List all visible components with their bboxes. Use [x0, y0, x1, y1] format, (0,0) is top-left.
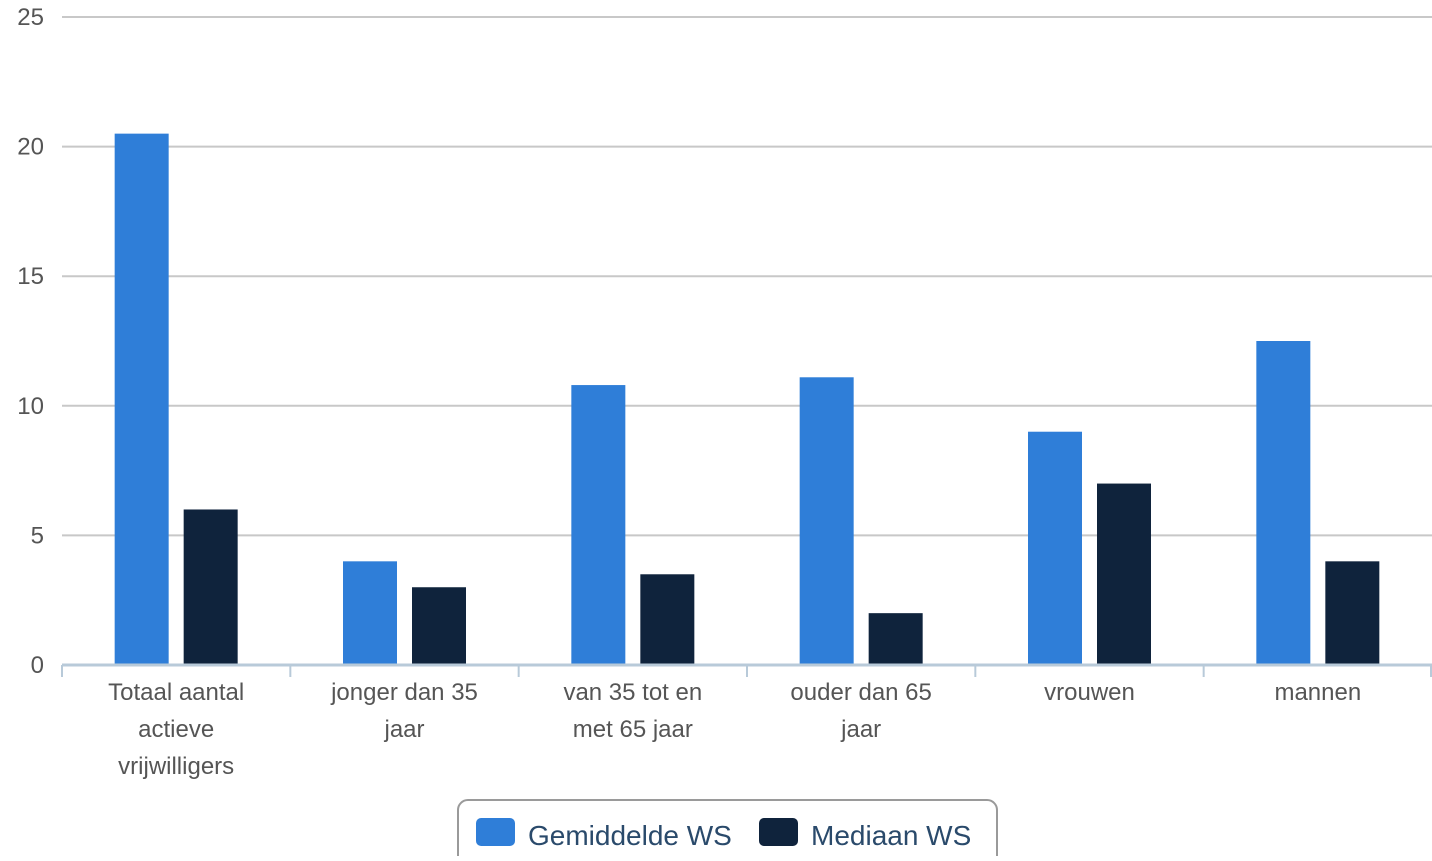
bar-mediaan[interactable]	[183, 509, 238, 665]
x-tick-label-line: vrijwilligers	[118, 753, 234, 780]
bar-gemiddelde[interactable]	[343, 561, 397, 665]
x-tick-label-line: Totaal aantal	[108, 679, 244, 706]
x-tick-label-line: actieve	[138, 716, 214, 743]
legend-swatch[interactable]	[476, 818, 515, 846]
legend[interactable]: Gemiddelde WS Mediaan WS	[457, 799, 998, 861]
x-tick-label: vrouwen	[1044, 679, 1135, 706]
bar-gemiddelde[interactable]	[114, 133, 169, 665]
x-tick-label: van 35 tot en met 65 jaar	[563, 679, 702, 743]
bar-gemiddelde[interactable]	[799, 377, 854, 665]
y-tick-label: 20	[17, 134, 44, 161]
x-axis	[61, 663, 1432, 677]
y-tick-label: 15	[17, 263, 44, 290]
bar-mediaan[interactable]	[1097, 483, 1151, 665]
gridlines	[62, 16, 1432, 537]
x-tick-label-line: jaar	[383, 716, 424, 743]
x-tick-label-line: vrouwen	[1044, 679, 1135, 706]
x-tick-label-line: mannen	[1274, 679, 1361, 706]
y-axis-ticks: 0 5 10 15 20 25	[17, 4, 44, 679]
legend-label[interactable]: Mediaan WS	[811, 820, 971, 851]
legend-label[interactable]: Gemiddelde WS	[528, 820, 732, 851]
legend-box	[457, 799, 998, 861]
bar-gemiddelde[interactable]	[571, 385, 626, 665]
bar-mediaan[interactable]	[1325, 561, 1380, 665]
x-tick-label-line: met 65 jaar	[573, 716, 693, 743]
x-tick-label: jonger dan 35 jaar	[330, 679, 478, 743]
bars	[114, 133, 1380, 665]
y-tick-label: 5	[31, 522, 44, 549]
bar-mediaan[interactable]	[412, 587, 466, 665]
x-tick-label-line: van 35 tot en	[563, 679, 702, 706]
y-tick-label: 0	[31, 652, 44, 679]
legend-swatch[interactable]	[759, 818, 798, 846]
bar-mediaan[interactable]	[868, 613, 923, 665]
bar-gemiddelde[interactable]	[1028, 431, 1082, 665]
x-tick-label-line: ouder dan 65	[790, 679, 931, 706]
y-tick-label: 10	[17, 393, 44, 420]
bar-gemiddelde[interactable]	[1256, 341, 1311, 665]
x-tick-label: ouder dan 65 jaar	[790, 679, 931, 743]
y-tick-label: 25	[17, 4, 44, 31]
x-tick-label: mannen	[1274, 679, 1361, 706]
bar-mediaan[interactable]	[640, 574, 695, 665]
x-tick-label-line: jaar	[840, 716, 881, 743]
x-tick-label: Totaal aantal actieve vrijwilligers	[108, 679, 244, 780]
x-tick-label-line: jonger dan 35	[330, 679, 478, 706]
x-axis-labels: Totaal aantal actieve vrijwilligers jonger …	[108, 679, 1361, 780]
